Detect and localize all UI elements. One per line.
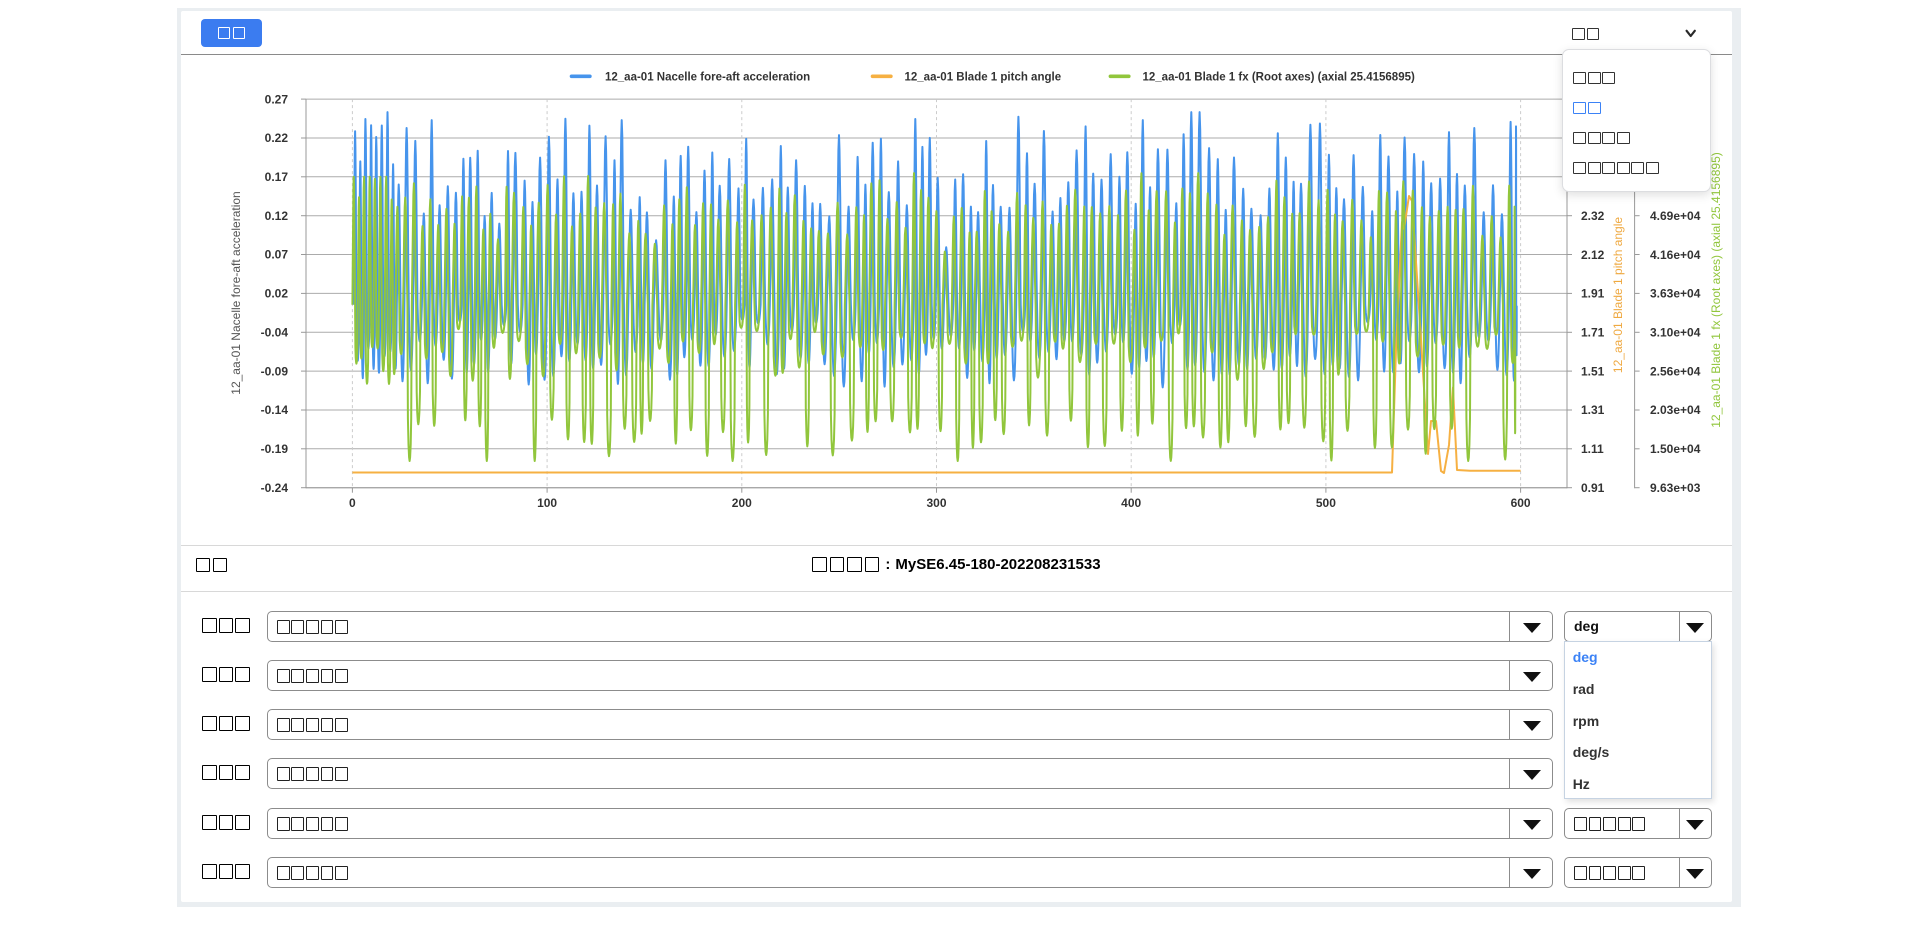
svg-text:2.12: 2.12	[1581, 248, 1605, 262]
svg-text:0.02: 0.02	[265, 287, 289, 301]
svg-text:12_aa-01 Nacelle fore-aft acce: 12_aa-01 Nacelle fore-aft acceleration	[229, 191, 243, 394]
svg-text:0.17: 0.17	[265, 170, 289, 184]
svg-text:4.69e+04: 4.69e+04	[1650, 209, 1701, 223]
svg-text:1.11: 1.11	[1581, 442, 1604, 456]
svg-text:500: 500	[1316, 496, 1336, 510]
svg-text:1.50e+04: 1.50e+04	[1650, 442, 1701, 456]
svg-text:0.91: 0.91	[1581, 481, 1605, 495]
svg-text:12_aa-01 Blade 1 fx (Root axes: 12_aa-01 Blade 1 fx (Root axes) (axial 2…	[1143, 72, 1415, 84]
svg-text:-0.09: -0.09	[261, 364, 289, 378]
svg-text:2.32: 2.32	[1581, 209, 1605, 223]
svg-text:3.10e+04: 3.10e+04	[1650, 326, 1701, 340]
svg-text:100: 100	[537, 496, 557, 510]
svg-text:0.22: 0.22	[265, 131, 289, 145]
svg-text:2.03e+04: 2.03e+04	[1650, 403, 1701, 417]
svg-text:12_aa-01 Blade 1 pitch angle: 12_aa-01 Blade 1 pitch angle	[905, 72, 1062, 84]
svg-text:400: 400	[1121, 496, 1141, 510]
svg-text:-0.19: -0.19	[261, 442, 289, 456]
svg-text:3.63e+04: 3.63e+04	[1650, 287, 1701, 301]
svg-text:12_aa-01 Nacelle fore-aft acce: 12_aa-01 Nacelle fore-aft acceleration	[605, 72, 810, 84]
svg-text:2.56e+04: 2.56e+04	[1650, 364, 1701, 378]
svg-text:1.91: 1.91	[1581, 287, 1605, 301]
svg-text:9.63e+03: 9.63e+03	[1650, 481, 1701, 495]
svg-text:-0.14: -0.14	[261, 403, 289, 417]
svg-text:200: 200	[732, 496, 752, 510]
svg-text:1.71: 1.71	[1581, 326, 1605, 340]
svg-text:1.51: 1.51	[1581, 364, 1605, 378]
svg-text:12_aa-01 Blade 1 pitch angle: 12_aa-01 Blade 1 pitch angle	[1611, 217, 1625, 373]
svg-text:0.12: 0.12	[265, 209, 289, 223]
svg-text:-0.04: -0.04	[261, 326, 289, 340]
svg-text:4.16e+04: 4.16e+04	[1650, 248, 1701, 262]
svg-text:300: 300	[926, 496, 946, 510]
svg-text:12_aa-01 Blade 1 fx (Root axes: 12_aa-01 Blade 1 fx (Root axes) (axial 2…	[1709, 152, 1723, 428]
svg-text:-0.24: -0.24	[261, 481, 289, 495]
svg-text:0.27: 0.27	[265, 92, 289, 106]
svg-text:0: 0	[349, 496, 356, 510]
svg-text:0.07: 0.07	[265, 248, 289, 262]
svg-text:600: 600	[1511, 496, 1531, 510]
svg-text:1.31: 1.31	[1581, 403, 1605, 417]
